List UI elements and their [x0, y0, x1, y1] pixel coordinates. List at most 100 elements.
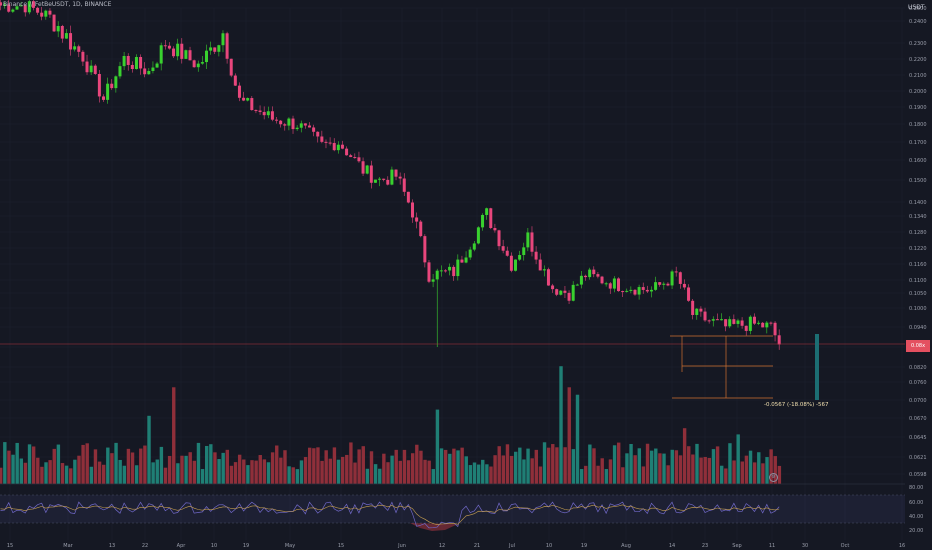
y-tick-label: 0.0670 [909, 416, 927, 422]
currency-label[interactable]: USDT [908, 4, 925, 11]
candle-body [192, 60, 196, 68]
volume-bar [752, 462, 757, 484]
volume-bar [200, 469, 205, 484]
candle-body [81, 51, 85, 62]
volume-bar [48, 460, 52, 484]
volume-bar [167, 455, 172, 484]
volume-bar [233, 462, 238, 484]
candle-body [27, 1, 31, 13]
candle-body [60, 25, 64, 39]
y-tick-label: 0.0598 [909, 472, 927, 478]
candle-body [44, 10, 48, 17]
volume-bar [682, 428, 687, 484]
volume-bar [357, 449, 361, 484]
candle-body [237, 85, 241, 98]
y-tick-label: 0.0760 [909, 380, 927, 386]
x-tick-label: Jul [508, 543, 515, 549]
volume-bar [386, 462, 390, 484]
volume-bar [73, 459, 77, 484]
candle-body [431, 279, 435, 282]
measure-bar [815, 334, 819, 400]
candle-body [159, 45, 163, 64]
volume-bar [69, 468, 73, 484]
candle-body [147, 71, 151, 75]
volume-bar [126, 448, 131, 484]
y-tick-label: 0.1700 [909, 140, 927, 146]
candle-body [15, 6, 19, 10]
volume-bar [64, 465, 69, 484]
candle-body [48, 10, 52, 15]
rsi-tick-label: 20.00 [909, 528, 923, 534]
volume-bar [93, 449, 98, 484]
candle-body [353, 157, 357, 159]
candle-body [769, 322, 773, 324]
volume-bar [687, 446, 691, 484]
candle-body [452, 266, 456, 277]
volume-bar [40, 466, 44, 484]
volume-bar [707, 457, 712, 484]
candle-body [345, 148, 349, 156]
candle-body [530, 232, 534, 252]
volume-bar [777, 465, 782, 484]
candle-body [481, 214, 485, 228]
volume-bar [472, 462, 477, 484]
x-tick-label: 13 [109, 543, 115, 549]
volume-bar [571, 449, 576, 484]
candle-body [761, 322, 765, 328]
volume-bar [52, 448, 56, 484]
candle-body [740, 320, 744, 326]
candle-body [369, 165, 373, 183]
candle-body [579, 275, 583, 285]
volume-bar [398, 460, 403, 484]
candle-body [629, 289, 633, 291]
volume-bar [699, 457, 703, 484]
candle-body [110, 83, 114, 89]
volume-bar [769, 449, 773, 484]
volume-bar [262, 459, 267, 484]
volume-bar [361, 446, 365, 484]
volume-bar [266, 462, 271, 484]
candle-body [151, 67, 155, 72]
candle-body [390, 169, 394, 185]
volume-bar [229, 465, 234, 484]
volume-bar [633, 455, 637, 484]
volume-bar [283, 450, 287, 484]
candle-body [612, 278, 616, 289]
candle-body [40, 12, 44, 17]
x-tick-label: Jun [397, 543, 406, 549]
settings-icon[interactable]: ⚙ [769, 473, 778, 482]
volume-bar [332, 447, 337, 484]
volume-bar [563, 447, 567, 484]
candle-body [526, 232, 530, 248]
volume-bar [258, 455, 262, 484]
volume-bar [394, 449, 398, 484]
measure-label: -0.0567 (-18.08%) -567 [764, 402, 829, 408]
volume-bar [649, 450, 654, 484]
fib-tool[interactable] [670, 334, 819, 400]
candle-body [460, 259, 464, 263]
volume-bar [538, 466, 543, 484]
candle-body [538, 259, 542, 271]
volume-bar [761, 463, 765, 484]
candle-body [163, 45, 167, 47]
candle-body [102, 96, 105, 100]
volume-bar [711, 449, 716, 484]
candle-body [575, 284, 579, 286]
x-axis-labels: 15 Mar 13 22 Apr 10 19 May 15 Jun 12 21 Jul 10 19 Aug 14… [7, 543, 905, 549]
candles[interactable] [0, 0, 781, 350]
volume-bar [3, 442, 7, 484]
volume-bar [44, 462, 48, 484]
volume-bar [192, 460, 197, 484]
candle-body [588, 269, 592, 278]
volume-bar [221, 452, 225, 484]
candle-body [439, 270, 443, 272]
candle-body [205, 50, 208, 63]
candle-body [448, 266, 452, 271]
candle-body [695, 308, 699, 315]
candle-body [402, 178, 406, 192]
candle-body [468, 249, 472, 258]
y-tick-label: 0.0700 [909, 398, 927, 404]
volume-bar [514, 451, 518, 484]
candle-body [200, 62, 204, 64]
